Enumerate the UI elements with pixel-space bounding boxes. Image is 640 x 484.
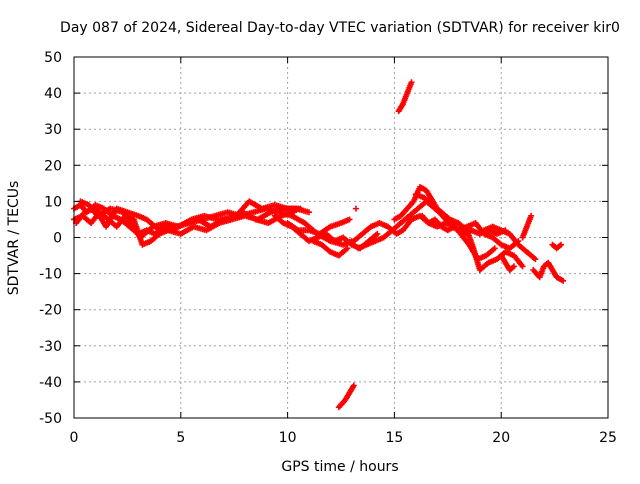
y-tick-label: 20 (44, 158, 62, 174)
x-tick-label: 10 (279, 430, 297, 446)
data-point (464, 230, 471, 237)
data-point (408, 79, 415, 86)
data-point (528, 212, 535, 219)
y-tick-label: -10 (39, 267, 62, 283)
axis-layer: 0 5 10 15 20 25 -50 -40 -30 -20 -10 0 10 20 30 40 50 (39, 50, 617, 446)
y-tick-label: 30 (44, 122, 62, 138)
data-point (305, 209, 312, 216)
data-point (346, 216, 353, 223)
data-point (350, 382, 357, 389)
data-point (352, 205, 359, 212)
data-point (491, 245, 498, 252)
chart-title: Day 087 of 2024, Sidereal Day-to-day VTE… (60, 20, 620, 36)
data-point (374, 230, 381, 237)
y-tick-label: -50 (39, 411, 62, 427)
x-tick-label: 20 (492, 430, 510, 446)
data-point (344, 245, 351, 252)
y-axis-label: SDTVAR / TECUs (6, 181, 22, 296)
x-tick-label: 25 (599, 430, 617, 446)
y-tick-label: 50 (44, 50, 62, 66)
x-tick-label: 15 (385, 430, 403, 446)
x-axis-label: GPS time / hours (281, 459, 398, 475)
data-point (511, 263, 518, 270)
x-tick-label: 5 (176, 430, 185, 446)
y-tick-label: 10 (44, 194, 62, 210)
data-point (519, 263, 526, 270)
data-point (558, 241, 565, 248)
y-tick-label: -20 (39, 303, 62, 319)
grid-layer (74, 57, 608, 418)
data-layer (71, 79, 567, 411)
data-point (532, 256, 539, 263)
x-tick-label: 0 (70, 430, 79, 446)
data-point (560, 277, 567, 284)
y-tick-label: 40 (44, 86, 62, 102)
y-tick-label: -40 (39, 375, 62, 391)
data-point (291, 209, 298, 216)
data-point (297, 205, 304, 212)
y-tick-label: 0 (53, 231, 62, 247)
series-sdtvar (71, 79, 567, 411)
y-tick-label: -30 (39, 339, 62, 355)
